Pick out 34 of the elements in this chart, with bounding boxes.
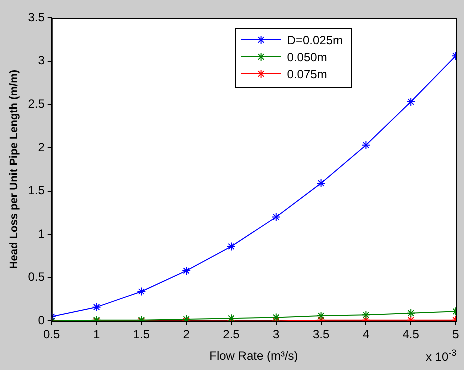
x-tick-label: 3.5 (312, 328, 330, 342)
point (182, 266, 192, 276)
y-tick-label: 3.5 (28, 10, 46, 24)
point (406, 308, 416, 318)
point (316, 312, 326, 321)
x-tick-label: 2 (183, 328, 190, 342)
point (406, 98, 416, 107)
y-tick-label: 2.5 (28, 96, 46, 111)
y-tick-label: 2 (38, 140, 46, 154)
point (362, 310, 371, 320)
y-tick-label: 1 (38, 226, 46, 241)
y-tick-label: 0 (38, 314, 46, 328)
legend-label: 0.050m (287, 50, 328, 64)
x-tick-label: 1.5 (133, 328, 150, 342)
legend-label: D=0.025m (287, 33, 344, 48)
point (362, 140, 371, 150)
point (272, 313, 281, 322)
x-tick-label: 1 (93, 328, 100, 342)
legend-label: 0.075m (287, 67, 328, 82)
x-tick-label: 4.5 (402, 328, 420, 342)
x-tick-label: 4 (362, 328, 370, 342)
x-tick-label: 3 (273, 328, 280, 342)
y-axis-title: Head Loss per Unit Pipe Length (m/m) (8, 70, 21, 270)
point (316, 178, 326, 188)
point (92, 302, 102, 312)
point (272, 212, 281, 222)
y-tick-label: 0.5 (28, 270, 46, 284)
point (226, 242, 236, 252)
y-tick-label: 3 (38, 54, 46, 68)
y-tick-label: 1.5 (28, 184, 46, 198)
x-tick-label: 2.5 (223, 328, 240, 342)
point (137, 287, 146, 296)
x-tick-label: 5 (452, 328, 460, 342)
x-axis-title: Flow Rate (m³/s) (210, 349, 298, 364)
